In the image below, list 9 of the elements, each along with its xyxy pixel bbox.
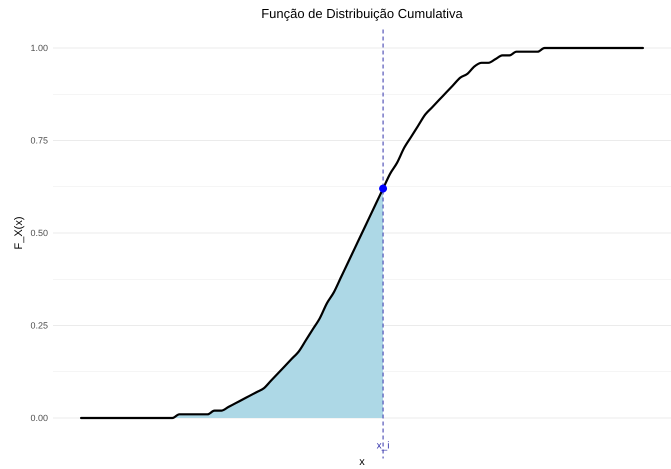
y-tick-label: 0.75 xyxy=(30,136,48,146)
x-tick-label: x_i xyxy=(376,440,390,452)
y-tick-label: 0.50 xyxy=(30,228,48,238)
x-axis-title: x xyxy=(359,456,366,468)
y-tick-label: 0.00 xyxy=(30,413,48,424)
chart-title: Função de Distribuição Cumulativa xyxy=(261,6,464,21)
y-axis-title: F_X(x) xyxy=(13,216,25,250)
y-tick-label: 0.25 xyxy=(30,320,48,331)
y-tick-label: 1.00 xyxy=(30,43,48,54)
